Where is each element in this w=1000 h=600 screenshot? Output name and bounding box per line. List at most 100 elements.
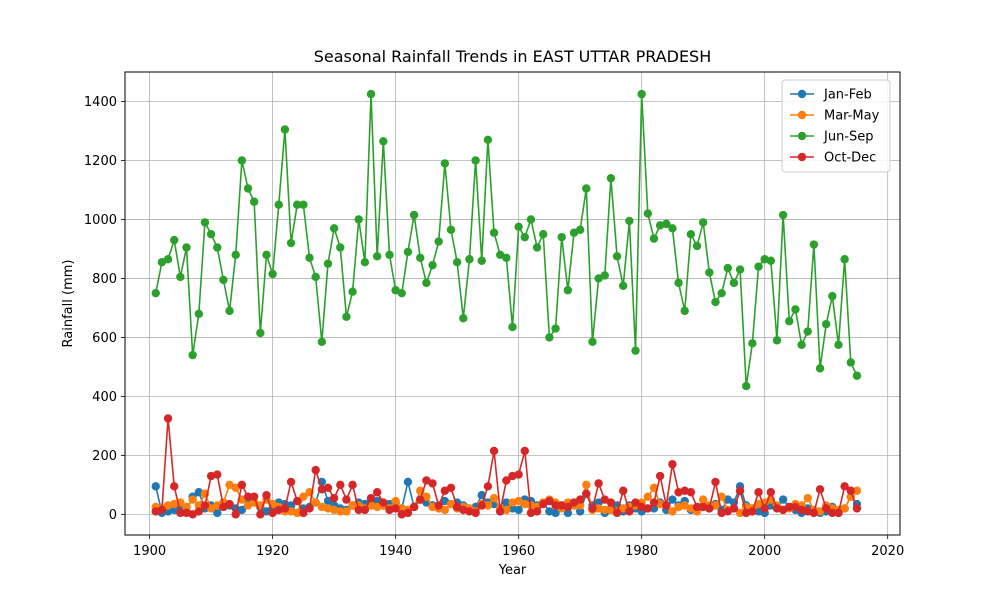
data-point [551,501,560,510]
data-point [668,460,677,469]
data-point [200,218,210,227]
data-point [508,322,517,332]
data-point [551,508,560,518]
data-point [643,492,653,501]
data-point [588,337,597,347]
data-point [305,504,314,513]
data-point [317,337,327,347]
y-tick-label: 0 [109,508,117,523]
data-point [403,508,413,518]
x-tick-label: 1900 [133,544,166,559]
data-point [797,340,806,349]
x-tick-label: 2020 [871,544,904,559]
series-oct-dec [151,414,862,519]
data-point [662,501,671,510]
data-point [840,255,849,264]
data-point [520,232,529,242]
data-point [582,489,591,498]
data-point [686,230,696,239]
data-point [772,336,782,345]
x-tick-label: 1940 [379,544,412,559]
data-point [705,268,714,277]
data-point [489,446,499,456]
legend-marker [797,152,807,162]
data-point [366,493,376,503]
data-point [766,488,776,497]
ticks: 1900 1920 1940 1960 1980 2000 2020 0 200 400 600 80… [84,95,904,559]
data-point [803,493,812,503]
data-point [828,508,837,518]
data-point [446,225,456,234]
data-point [698,495,708,504]
data-point [213,243,222,252]
data-point [372,488,382,497]
data-point [329,224,339,233]
data-point [754,262,763,271]
data-point [711,297,720,307]
data-point [348,480,357,490]
data-point [600,505,609,515]
data-point [256,328,265,338]
data-point [545,496,554,506]
data-point [354,215,363,224]
data-point [680,306,689,316]
data-point [502,253,511,262]
data-point [299,492,308,501]
data-point [379,137,388,146]
data-point [514,222,523,232]
data-point [434,237,443,246]
data-point [563,286,573,295]
data-point [249,197,259,206]
data-point [760,504,769,513]
data-point [286,238,296,248]
data-point [742,381,751,391]
data-point [249,492,259,501]
data-point [668,507,677,516]
data-point [545,333,554,342]
data-point [748,507,757,516]
y-tick-label: 200 [92,449,117,464]
y-tick-label: 400 [92,390,117,405]
data-point [692,241,702,251]
data-point [219,275,228,285]
data-point [526,215,536,224]
data-point [588,504,597,513]
data-point [428,260,437,270]
data-point [668,495,677,504]
data-point [625,507,634,516]
data-point [237,480,247,490]
data-point [643,209,653,218]
data-point [391,496,400,506]
data-point [176,508,185,518]
data-point [293,496,302,506]
data-point [692,502,702,512]
data-point [729,278,739,288]
data-point [582,480,591,490]
data-point [809,240,819,249]
data-point [323,483,333,493]
data-point [723,263,732,273]
chart-title: Seasonal Rainfall Trends in EAST UTTAR P… [314,47,712,66]
data-point [151,482,160,491]
data-point [606,173,616,183]
data-point [477,256,486,265]
legend-label: Jan-Feb [823,88,872,103]
data-point [329,493,339,503]
data-point [815,485,825,494]
data-point [391,504,400,513]
data-point [785,316,794,326]
x-tick-label: 1960 [502,544,535,559]
data-point [471,508,480,518]
data-point [428,479,437,488]
data-point [206,230,216,239]
data-point [649,504,659,513]
legend-label: Oct-Dec [824,151,876,166]
legend-marker [797,131,807,141]
data-point [397,288,406,298]
data-point [575,225,585,234]
data-point [262,250,271,260]
data-point [157,505,167,515]
data-point [256,510,265,519]
legend-marker [797,110,807,120]
